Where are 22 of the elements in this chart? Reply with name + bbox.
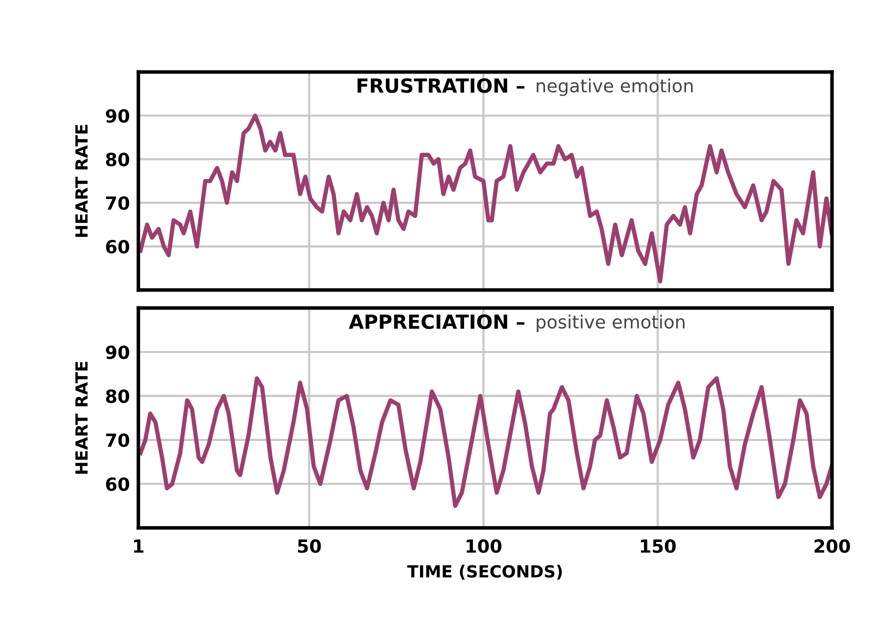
x-tick-label: 1: [134, 540, 144, 553]
x-tick-label: 100: [466, 539, 502, 553]
y-tick-label: 60: [106, 240, 130, 254]
line-series: [138, 114, 832, 284]
y-tick-label: 60: [106, 477, 130, 491]
y-tick-label: 80: [106, 389, 130, 404]
y-tick-label: 90: [106, 345, 130, 360]
x-axis-title: TIME (SECONDS): [407, 564, 562, 580]
chart-subtitle: negative emotion: [536, 78, 693, 96]
x-tick-label: 50: [298, 539, 321, 553]
y-tick-label: 80: [106, 152, 130, 166]
y-tick-label: 70: [106, 433, 130, 448]
chart-title: APPRECIATION –: [348, 314, 524, 330]
x-tick-label: 200: [814, 539, 850, 553]
y-tick-label: 90: [106, 109, 130, 123]
line-series: [138, 376, 832, 508]
y-axis-title: HEART RATE: [75, 124, 88, 237]
chart-subtitle: positive emotion: [536, 314, 684, 332]
y-axis-title: HEART RATE: [75, 362, 88, 474]
chart-title: FRUSTRATION –: [358, 78, 524, 93]
x-tick-label: 150: [640, 539, 676, 553]
y-tick-label: 70: [106, 196, 130, 210]
